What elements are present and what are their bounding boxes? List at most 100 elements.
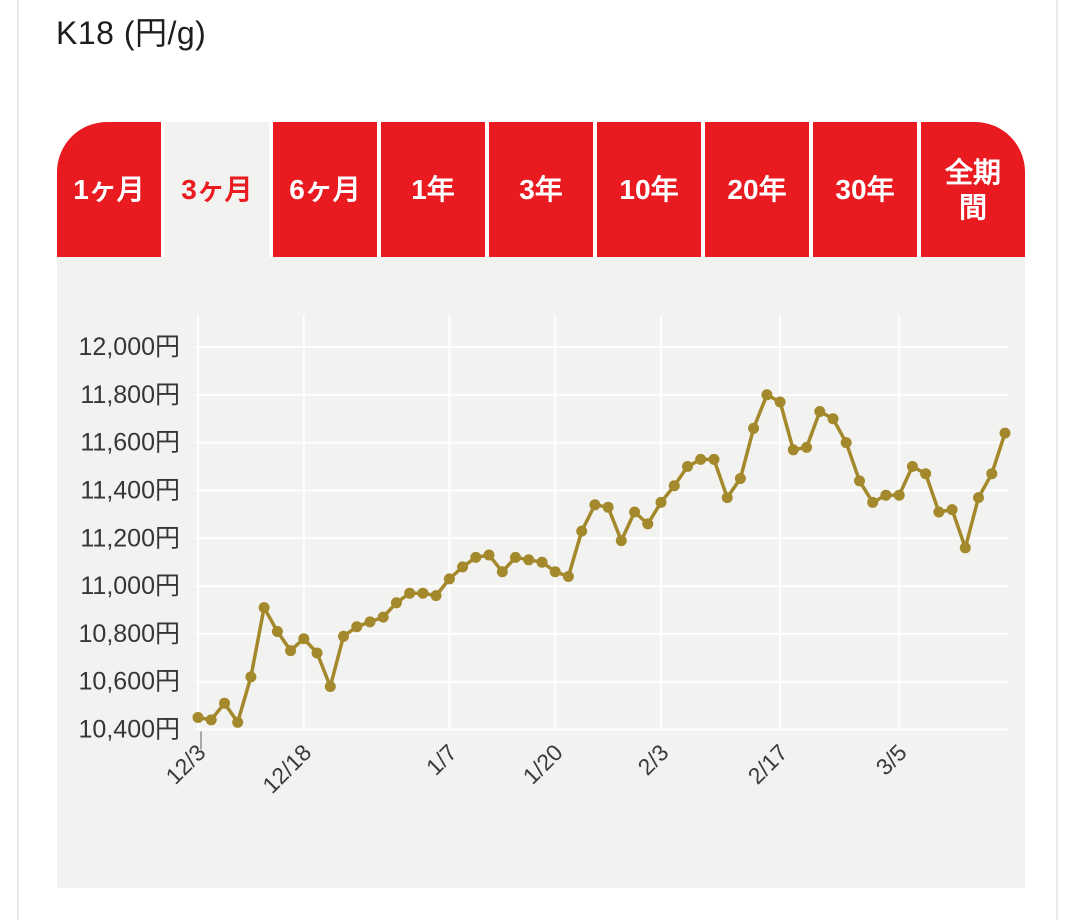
x-axis-tick-label: 1/20 (518, 739, 568, 789)
data-point (655, 496, 667, 508)
data-point (311, 647, 323, 659)
tab-label: 20年 (727, 174, 787, 205)
data-point (708, 453, 720, 465)
data-point (642, 518, 654, 530)
data-point (496, 566, 508, 578)
tab-period-6[interactable]: 10年 (597, 122, 701, 257)
data-point (417, 587, 429, 599)
data-point (338, 630, 349, 642)
tab-label: 3年 (519, 174, 563, 205)
tab-period-1[interactable]: 1ヶ月 (57, 122, 161, 257)
data-point (787, 444, 799, 456)
y-axis-tick-label: 11,000円 (80, 572, 180, 600)
data-point (986, 468, 998, 480)
x-axis-tick-label: 3/5 (871, 739, 912, 780)
data-point (933, 506, 945, 518)
data-point (404, 587, 416, 599)
y-axis-tick-label: 10,400円 (79, 716, 180, 744)
data-point (351, 621, 363, 633)
data-point (761, 389, 773, 401)
data-point (205, 714, 217, 726)
data-point (457, 561, 469, 573)
data-point (430, 590, 442, 602)
y-axis-tick-label: 10,600円 (79, 668, 180, 696)
data-point (615, 535, 627, 547)
tab-period-5[interactable]: 3年 (489, 122, 593, 257)
data-point (999, 427, 1011, 439)
data-point (721, 492, 733, 504)
y-axis-tick-label: 10,800円 (79, 620, 180, 648)
data-point (483, 549, 495, 561)
data-point (734, 473, 746, 484)
data-point (192, 712, 204, 723)
data-point (854, 475, 865, 487)
data-point (219, 697, 230, 709)
tab-label: 30年 (835, 174, 895, 205)
data-point (562, 571, 574, 582)
y-axis-tick-label: 11,400円 (80, 476, 180, 504)
data-point (629, 506, 641, 518)
data-point (377, 611, 389, 623)
data-point (973, 492, 984, 504)
tab-label: 6ヶ月 (289, 174, 361, 205)
data-point (523, 554, 535, 566)
page-left-border (17, 0, 19, 920)
data-point (695, 453, 707, 465)
x-axis-tick-label: 12/3 (160, 739, 210, 789)
data-point (920, 468, 932, 480)
data-point (271, 626, 283, 637)
tab-label: 3ヶ月 (181, 174, 253, 205)
data-point (682, 461, 693, 472)
x-axis-tick-label: 2/3 (633, 739, 674, 780)
y-axis-tick-label: 11,600円 (80, 429, 180, 457)
data-point (589, 499, 601, 511)
tab-period-3[interactable]: 6ヶ月 (273, 122, 377, 257)
tab-period-2-selected[interactable]: 3ヶ月 (165, 122, 269, 257)
data-point (946, 504, 958, 516)
data-point (536, 556, 548, 568)
price-line-chart: 12,000円 11,800円 11,600円 11,400円 11,200円 11,00… (79, 315, 1011, 798)
chart-area: 12,000円 11,800円 11,600円 11,400円 11,200円 11,00… (57, 257, 1025, 888)
data-point (510, 551, 521, 563)
data-point (774, 396, 786, 408)
price-line (196, 393, 1007, 725)
period-tabs: 1ヶ月 3ヶ月 6ヶ月 1年 3年 10年 20年 30年 全期間 (57, 122, 1025, 257)
page-right-border (1056, 0, 1058, 920)
tab-period-4[interactable]: 1年 (381, 122, 485, 257)
data-point (814, 406, 826, 417)
tab-label: 1年 (411, 174, 455, 205)
data-point (324, 681, 336, 692)
y-axis-tick-label: 11,200円 (80, 524, 180, 552)
data-point (840, 437, 852, 449)
tab-label: 10年 (619, 174, 679, 205)
data-point (245, 671, 257, 683)
data-point (364, 616, 376, 628)
tab-period-7[interactable]: 20年 (705, 122, 809, 257)
tab-label: 1ヶ月 (73, 174, 145, 205)
data-point (867, 496, 879, 508)
y-axis-tick-label: 11,800円 (80, 381, 180, 409)
x-axis-tick-label: 12/18 (257, 739, 316, 798)
y-axis-tick-label: 12,000円 (79, 333, 180, 361)
data-point (258, 602, 270, 614)
data-point (668, 480, 680, 492)
x-axis-tick-label: 1/7 (421, 739, 462, 780)
data-point (959, 542, 971, 554)
data-point (827, 413, 839, 425)
tab-period-9[interactable]: 全期間 (921, 122, 1025, 257)
data-point (390, 597, 402, 609)
data-point (470, 551, 482, 563)
tab-period-8[interactable]: 30年 (813, 122, 917, 257)
x-axis-tick-label: 2/17 (743, 739, 793, 789)
data-point (906, 461, 918, 472)
data-point (576, 525, 588, 537)
chart-title: K18 (円/g) (56, 15, 207, 51)
data-point (748, 422, 760, 434)
data-point (232, 716, 244, 728)
data-point (549, 566, 561, 578)
tab-label: 全期間 (944, 156, 1001, 223)
data-point (443, 573, 455, 585)
data-point (893, 489, 905, 501)
data-point (801, 441, 813, 453)
data-point (285, 645, 297, 657)
